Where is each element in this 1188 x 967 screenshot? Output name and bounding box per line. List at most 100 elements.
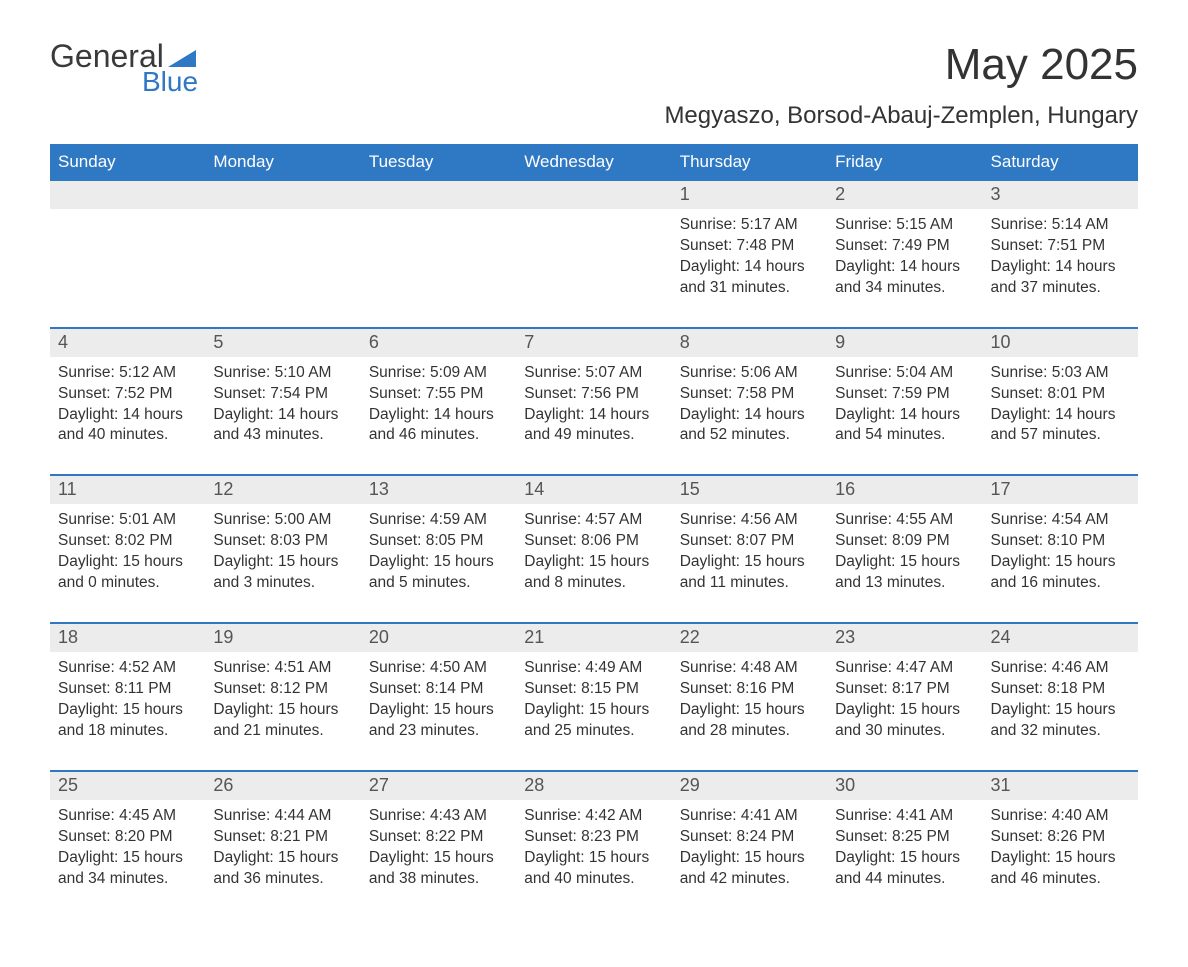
day-body: Sunrise: 5:04 AMSunset: 7:59 PMDaylight:… <box>827 357 982 475</box>
daynum-row: 45678910 <box>50 327 1138 357</box>
sunrise-line: Sunrise: 4:44 AM <box>213 806 352 827</box>
day-number: 17 <box>983 476 1138 504</box>
day-body: Sunrise: 4:52 AMSunset: 8:11 PMDaylight:… <box>50 652 205 770</box>
day-header: Saturday <box>983 146 1138 179</box>
daybody-row: Sunrise: 5:12 AMSunset: 7:52 PMDaylight:… <box>50 357 1138 475</box>
daylight-line: Daylight: 14 hours and 49 minutes. <box>524 405 663 447</box>
sunrise-line: Sunrise: 5:10 AM <box>213 363 352 384</box>
day-body: Sunrise: 4:57 AMSunset: 8:06 PMDaylight:… <box>516 504 671 622</box>
week: 18192021222324Sunrise: 4:52 AMSunset: 8:… <box>50 622 1138 770</box>
sunrise-line: Sunrise: 4:50 AM <box>369 658 508 679</box>
day-body: Sunrise: 4:43 AMSunset: 8:22 PMDaylight:… <box>361 800 516 918</box>
daylight-line: Daylight: 15 hours and 30 minutes. <box>835 700 974 742</box>
day-body <box>50 209 205 327</box>
day-number: 10 <box>983 329 1138 357</box>
day-number: 3 <box>983 181 1138 209</box>
sunrise-line: Sunrise: 4:41 AM <box>680 806 819 827</box>
sunrise-line: Sunrise: 4:48 AM <box>680 658 819 679</box>
day-body: Sunrise: 4:56 AMSunset: 8:07 PMDaylight:… <box>672 504 827 622</box>
week: 25262728293031Sunrise: 4:45 AMSunset: 8:… <box>50 770 1138 918</box>
day-number: 26 <box>205 772 360 800</box>
day-number: 6 <box>361 329 516 357</box>
day-number: 13 <box>361 476 516 504</box>
daybody-row: Sunrise: 4:45 AMSunset: 8:20 PMDaylight:… <box>50 800 1138 918</box>
day-body: Sunrise: 5:07 AMSunset: 7:56 PMDaylight:… <box>516 357 671 475</box>
day-body <box>361 209 516 327</box>
day-body: Sunrise: 4:51 AMSunset: 8:12 PMDaylight:… <box>205 652 360 770</box>
day-number <box>205 181 360 209</box>
weeks-container: 123Sunrise: 5:17 AMSunset: 7:48 PMDaylig… <box>50 179 1138 917</box>
day-header: Wednesday <box>516 146 671 179</box>
day-body: Sunrise: 4:44 AMSunset: 8:21 PMDaylight:… <box>205 800 360 918</box>
day-number <box>516 181 671 209</box>
sunrise-line: Sunrise: 4:40 AM <box>991 806 1130 827</box>
day-body: Sunrise: 4:42 AMSunset: 8:23 PMDaylight:… <box>516 800 671 918</box>
day-number: 29 <box>672 772 827 800</box>
sunset-line: Sunset: 8:15 PM <box>524 679 663 700</box>
day-body: Sunrise: 4:41 AMSunset: 8:24 PMDaylight:… <box>672 800 827 918</box>
day-body: Sunrise: 4:47 AMSunset: 8:17 PMDaylight:… <box>827 652 982 770</box>
daylight-line: Daylight: 15 hours and 5 minutes. <box>369 552 508 594</box>
daylight-line: Daylight: 15 hours and 21 minutes. <box>213 700 352 742</box>
day-number: 31 <box>983 772 1138 800</box>
day-body <box>205 209 360 327</box>
calendar-page: General Blue May 2025 Megyaszo, Borsod-A… <box>0 0 1188 967</box>
day-number: 14 <box>516 476 671 504</box>
day-body: Sunrise: 5:01 AMSunset: 8:02 PMDaylight:… <box>50 504 205 622</box>
calendar-grid: SundayMondayTuesdayWednesdayThursdayFrid… <box>50 144 1138 917</box>
daylight-line: Daylight: 15 hours and 28 minutes. <box>680 700 819 742</box>
sunset-line: Sunset: 8:01 PM <box>991 384 1130 405</box>
day-number: 24 <box>983 624 1138 652</box>
sunrise-line: Sunrise: 4:47 AM <box>835 658 974 679</box>
week: 123Sunrise: 5:17 AMSunset: 7:48 PMDaylig… <box>50 179 1138 327</box>
daylight-line: Daylight: 14 hours and 43 minutes. <box>213 405 352 447</box>
sunset-line: Sunset: 8:21 PM <box>213 827 352 848</box>
sunrise-line: Sunrise: 4:43 AM <box>369 806 508 827</box>
day-body: Sunrise: 5:15 AMSunset: 7:49 PMDaylight:… <box>827 209 982 327</box>
day-number: 5 <box>205 329 360 357</box>
daybody-row: Sunrise: 5:17 AMSunset: 7:48 PMDaylight:… <box>50 209 1138 327</box>
day-body: Sunrise: 5:00 AMSunset: 8:03 PMDaylight:… <box>205 504 360 622</box>
daylight-line: Daylight: 14 hours and 34 minutes. <box>835 257 974 299</box>
day-body: Sunrise: 4:48 AMSunset: 8:16 PMDaylight:… <box>672 652 827 770</box>
daylight-line: Daylight: 15 hours and 18 minutes. <box>58 700 197 742</box>
daylight-line: Daylight: 15 hours and 3 minutes. <box>213 552 352 594</box>
day-number: 4 <box>50 329 205 357</box>
day-number: 19 <box>205 624 360 652</box>
sunrise-line: Sunrise: 4:56 AM <box>680 510 819 531</box>
sunset-line: Sunset: 8:24 PM <box>680 827 819 848</box>
day-number <box>361 181 516 209</box>
day-number: 18 <box>50 624 205 652</box>
sunrise-line: Sunrise: 5:15 AM <box>835 215 974 236</box>
daylight-line: Daylight: 14 hours and 46 minutes. <box>369 405 508 447</box>
day-header: Thursday <box>672 146 827 179</box>
daylight-line: Daylight: 15 hours and 11 minutes. <box>680 552 819 594</box>
day-body: Sunrise: 4:50 AMSunset: 8:14 PMDaylight:… <box>361 652 516 770</box>
daybody-row: Sunrise: 5:01 AMSunset: 8:02 PMDaylight:… <box>50 504 1138 622</box>
sunset-line: Sunset: 8:17 PM <box>835 679 974 700</box>
sunrise-line: Sunrise: 5:01 AM <box>58 510 197 531</box>
day-body: Sunrise: 5:12 AMSunset: 7:52 PMDaylight:… <box>50 357 205 475</box>
day-number: 25 <box>50 772 205 800</box>
daybody-row: Sunrise: 4:52 AMSunset: 8:11 PMDaylight:… <box>50 652 1138 770</box>
sunset-line: Sunset: 8:26 PM <box>991 827 1130 848</box>
sunset-line: Sunset: 8:03 PM <box>213 531 352 552</box>
day-header: Friday <box>827 146 982 179</box>
daynum-row: 123 <box>50 179 1138 209</box>
sunrise-line: Sunrise: 5:00 AM <box>213 510 352 531</box>
sunset-line: Sunset: 8:22 PM <box>369 827 508 848</box>
day-number <box>50 181 205 209</box>
daylight-line: Daylight: 14 hours and 54 minutes. <box>835 405 974 447</box>
daynum-row: 18192021222324 <box>50 622 1138 652</box>
sunrise-line: Sunrise: 5:06 AM <box>680 363 819 384</box>
sunset-line: Sunset: 7:58 PM <box>680 384 819 405</box>
sunset-line: Sunset: 8:11 PM <box>58 679 197 700</box>
day-body: Sunrise: 4:54 AMSunset: 8:10 PMDaylight:… <box>983 504 1138 622</box>
daylight-line: Daylight: 15 hours and 38 minutes. <box>369 848 508 890</box>
daylight-line: Daylight: 15 hours and 13 minutes. <box>835 552 974 594</box>
sunrise-line: Sunrise: 4:52 AM <box>58 658 197 679</box>
day-body: Sunrise: 4:59 AMSunset: 8:05 PMDaylight:… <box>361 504 516 622</box>
sunrise-line: Sunrise: 5:07 AM <box>524 363 663 384</box>
daylight-line: Daylight: 15 hours and 25 minutes. <box>524 700 663 742</box>
sunrise-line: Sunrise: 4:41 AM <box>835 806 974 827</box>
